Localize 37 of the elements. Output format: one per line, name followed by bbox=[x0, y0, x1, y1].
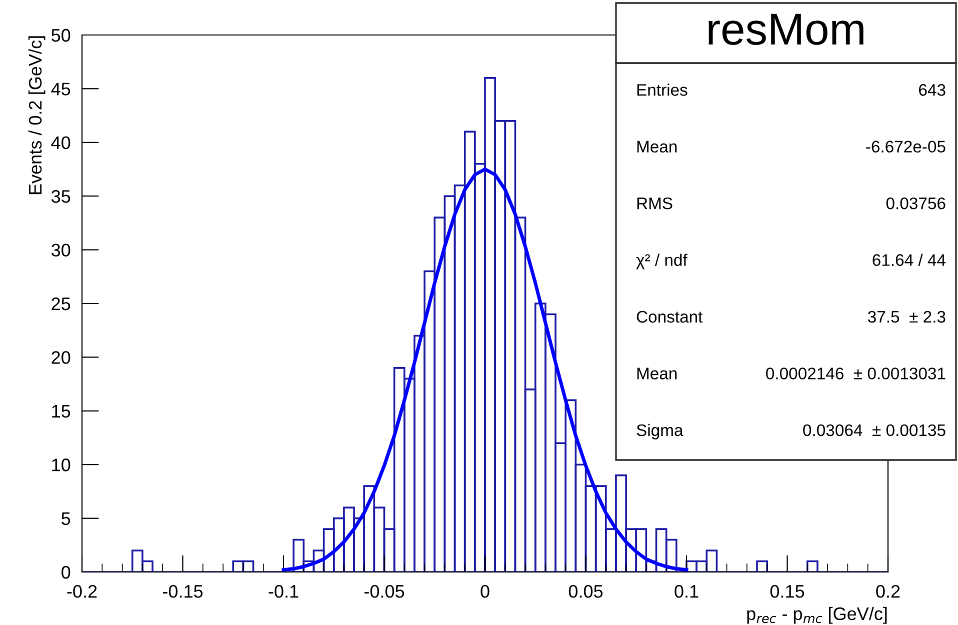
annotation: -6.672e-05 bbox=[866, 140, 946, 153]
annotation: 0.03756 bbox=[886, 197, 946, 210]
annotation: 0.0002146 ± 0.0013031 bbox=[766, 368, 946, 380]
annotation: Constant bbox=[636, 310, 703, 323]
x-tick-label: -0.1 bbox=[268, 584, 298, 598]
text: 643 bbox=[919, 84, 946, 96]
annotation: 61.64 / 44 bbox=[872, 254, 946, 266]
annotation: Mean bbox=[637, 368, 677, 380]
x-tick-label: 0 bbox=[480, 584, 490, 598]
annotation: Mean bbox=[637, 140, 677, 153]
y-tick-label: 35 bbox=[51, 190, 70, 203]
y-tick-label: 30 bbox=[51, 244, 70, 257]
x-axis-title: p$_{rec}$ - p$_{mc}$ [GeV/c] bbox=[747, 606, 887, 624]
y-tick-label: 40 bbox=[51, 136, 70, 150]
y-tick-label: 25 bbox=[52, 297, 70, 310]
x-tick-label: -0.2 bbox=[67, 584, 97, 598]
x-tick-label: 0.15 bbox=[770, 584, 804, 598]
x-tick-label: 0.1 bbox=[674, 584, 698, 598]
x-tick-label: -0.15 bbox=[162, 584, 203, 598]
y-tick-label: 10 bbox=[52, 458, 70, 472]
annotation: 37.5 ± 2.3 bbox=[868, 310, 946, 323]
y-tick-label: 45 bbox=[51, 82, 70, 96]
x-tick-label: 0.05 bbox=[568, 584, 603, 598]
y-tick-label: 20 bbox=[52, 351, 70, 364]
y-tick-label: 15 bbox=[52, 405, 70, 418]
annotation: RMS bbox=[637, 197, 672, 210]
y-axis-title: Events / 0.2 [GeV/c] bbox=[28, 36, 46, 194]
y-tick-label: 50 bbox=[52, 28, 70, 42]
y-tick-label: 0 bbox=[62, 566, 70, 579]
annotation: χ² / ndf bbox=[636, 254, 688, 270]
y-tick-label: 5 bbox=[62, 512, 70, 526]
annotation: Entries bbox=[637, 84, 688, 96]
x-tick-label: 0.2 bbox=[876, 584, 900, 598]
annotation: Sigma bbox=[636, 424, 684, 440]
annotation: 0.03064 ± 0.00135 bbox=[803, 424, 946, 436]
x-tick-label: -0.05 bbox=[364, 584, 404, 598]
chart-title: resMom bbox=[708, 14, 864, 45]
